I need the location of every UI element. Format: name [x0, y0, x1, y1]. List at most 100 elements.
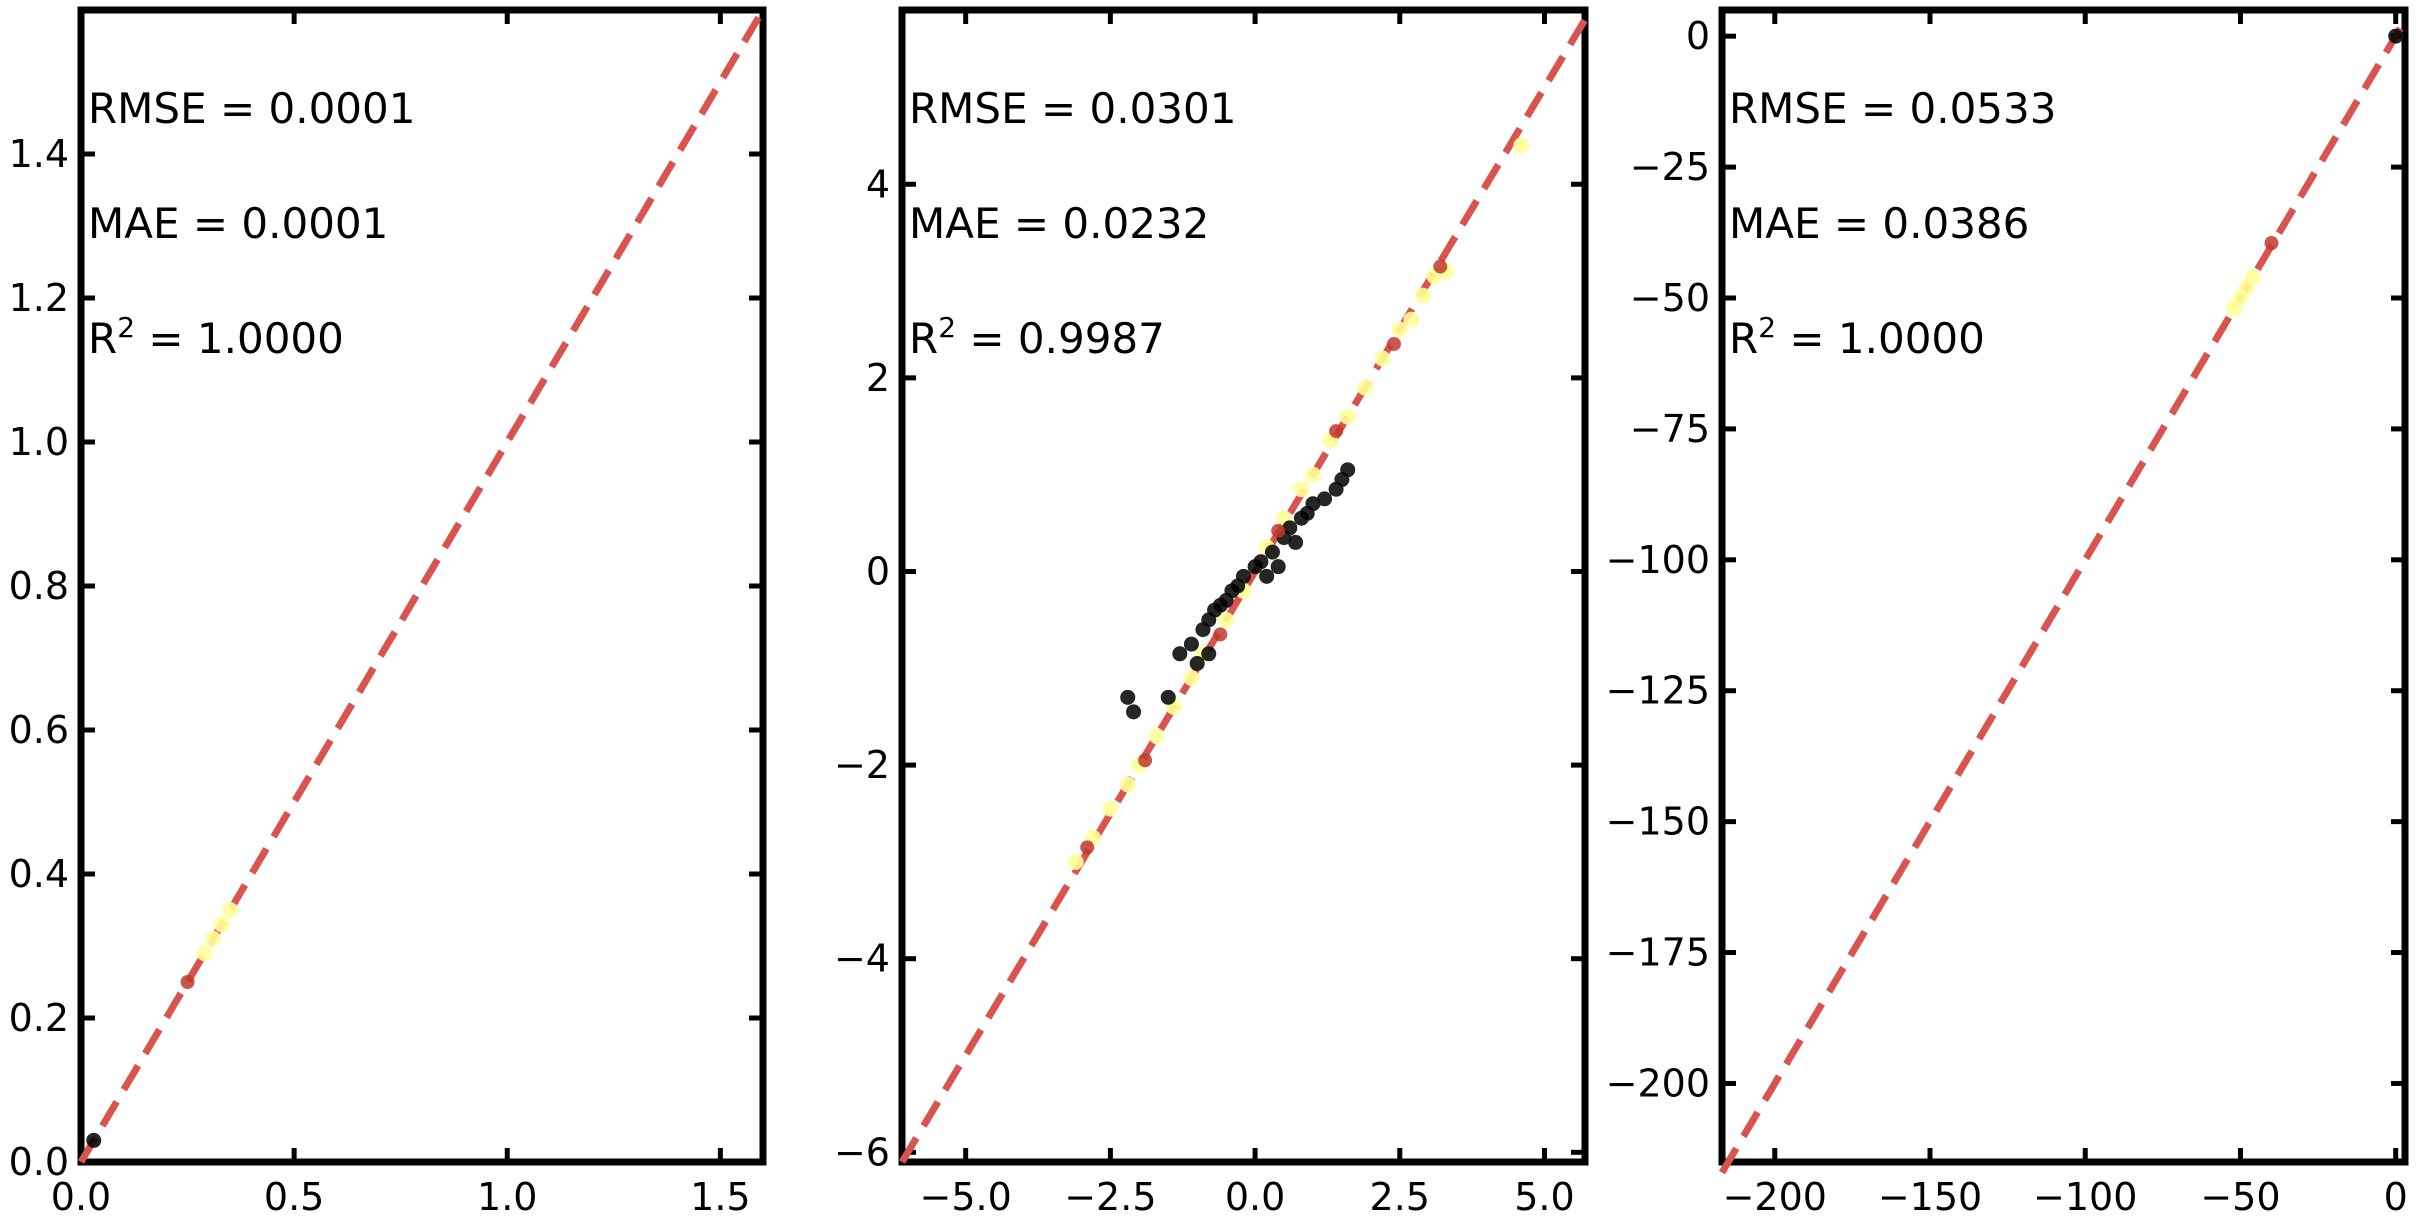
- panel-2-x-tick-label: 2.5: [1370, 1175, 1430, 1219]
- panel-1-y-tick-label: 0.8: [9, 564, 69, 608]
- panel-1-y-tick-label: 1.4: [9, 132, 69, 176]
- panel-2-data-point: [1119, 776, 1136, 793]
- panel-2-data-point: [1148, 728, 1165, 745]
- panel-2-data-point: [1386, 336, 1401, 351]
- panel-3-r2-value: = 1.0000: [1776, 314, 1985, 363]
- panel-2-data-point: [1357, 379, 1374, 396]
- panel-2-data-point: [1340, 462, 1356, 478]
- panel-1-rmse: RMSE = 0.0001: [88, 84, 415, 133]
- panel-3-x-tick-label: −50: [2200, 1175, 2280, 1219]
- panel-2-x-tick-label: 5.0: [1514, 1175, 1574, 1219]
- panel-3-mae: MAE = 0.0386: [1729, 199, 2029, 248]
- panel-3-ticks: −200 −150 −100 −50 0 −200 −175 −150 −125 −100 −75 −…: [1606, 10, 2408, 1219]
- panel-3-data-point: [2264, 236, 2279, 251]
- panel-2-data-point: [1264, 544, 1280, 560]
- panel-2: −5.0 −2.5 0.0 2.5 5.0 −6 −4 −2 0 2 4 RMSE = 0.0301…: [834, 6, 1589, 1219]
- panel-2-data-point: [1172, 646, 1188, 662]
- panel-2-data-point: [1259, 568, 1275, 584]
- panel-1-y-tick-label: 1.2: [9, 276, 69, 320]
- panel-1-r2: R2 = 1.0000: [88, 311, 344, 363]
- panel-1-y-tick-label: 0.6: [9, 708, 69, 752]
- panel-2-data-point: [1160, 689, 1176, 705]
- panel-2-y-tick-label: 0: [866, 549, 890, 593]
- panel-3-y-tick-label: −75: [1630, 407, 1710, 451]
- panel-2-x-tick-label: 0.0: [1225, 1175, 1285, 1219]
- panel-1-r2-sup: 2: [117, 311, 135, 344]
- panel-2-r2-value: = 0.9987: [956, 314, 1165, 363]
- panel-2-mae: MAE = 0.0232: [909, 199, 1209, 248]
- panel-1-y-tick-label: 0.0: [9, 1140, 69, 1184]
- panel-3-y-tick-label: −100: [1606, 538, 1710, 582]
- panel-2-data-point: [1329, 424, 1344, 439]
- panel-2-data-point: [1339, 408, 1356, 425]
- panel-3-identity-line-group: [1718, 18, 2409, 1175]
- panel-3-identity-line: [1718, 18, 2409, 1175]
- panel-1-x-tick-label: 1.5: [690, 1175, 750, 1219]
- panel-2-y-tick-label: 2: [866, 356, 890, 400]
- panel-3-y-tick-label: 0: [1686, 14, 1710, 58]
- panel-2-data-point: [1391, 321, 1408, 338]
- panel-1-identity-line-group: [77, 8, 767, 1164]
- panel-2-y-tick-label: −2: [834, 743, 890, 787]
- panel-3-x-tick-label: 0: [2384, 1175, 2408, 1219]
- panel-3: −200 −150 −100 −50 0 −200 −175 −150 −125 −100 −75 −…: [1606, 6, 2409, 1219]
- panel-2-axes-frame: [898, 6, 1589, 1166]
- panel-2-data-point: [1304, 466, 1321, 483]
- panel-2-data-point: [1236, 568, 1251, 584]
- panel-2-data-point: [1414, 287, 1431, 304]
- panel-2-data-point: [1201, 646, 1217, 662]
- panel-2-data-point: [1138, 753, 1153, 768]
- panel-1: 0.0 0.5 1.0 1.5 0.0 0.2 0.4 0.6 0.8 1.0 1.2 1.4 RMS…: [9, 6, 767, 1219]
- panel-2-data-point: [1120, 689, 1136, 705]
- panel-2-points: [1067, 137, 1530, 870]
- panel-1-x-tick-label: 0.5: [264, 1175, 324, 1219]
- panel-2-y-tick-label: 4: [866, 162, 890, 206]
- panel-3-y-tick-label: −125: [1606, 669, 1710, 713]
- panel-1-y-tick-label: 0.4: [9, 852, 69, 896]
- panel-2-identity-line-group: [898, 17, 1589, 1164]
- panel-2-y-tick-label: −4: [834, 937, 890, 981]
- panel-3-x-tick-label: −150: [1878, 1175, 1982, 1219]
- panel-2-data-point: [1288, 534, 1304, 550]
- panel-3-x-tick-label: −200: [1723, 1175, 1827, 1219]
- panel-2-identity-line: [898, 17, 1589, 1164]
- panel-1-points: [86, 902, 239, 1148]
- panel-2-x-tick-label: −5.0: [920, 1175, 1012, 1219]
- panel-2-data-point: [1513, 137, 1530, 154]
- panel-1-r2-value: = 1.0000: [135, 314, 344, 363]
- panel-1-data-point: [196, 945, 213, 962]
- panel-2-data-point: [1253, 554, 1269, 570]
- panel-3-y-tick-label: −200: [1606, 1061, 1710, 1105]
- panel-3-y-tick-label: −25: [1630, 145, 1710, 189]
- panel-2-data-point: [1080, 840, 1095, 855]
- panel-1-x-tick-label: 0.0: [51, 1175, 111, 1219]
- panel-2-data-point: [1102, 800, 1119, 817]
- panel-1-data-point: [213, 916, 230, 933]
- panel-2-data-point: [1183, 669, 1200, 686]
- panel-3-y-tick-label: −150: [1606, 800, 1710, 844]
- panel-2-data-point: [1189, 655, 1205, 671]
- panel-3-axes-frame: [1718, 6, 2409, 1166]
- panel-3-r2: R2 = 1.0000: [1729, 311, 1985, 363]
- panel-1-data-point: [222, 902, 239, 918]
- panel-2-r2-prefix: R: [909, 314, 938, 363]
- panel-1-data-point: [205, 930, 222, 947]
- panel-3-y-tick-label: −50: [1630, 276, 1710, 320]
- panel-2-data-point: [1374, 350, 1391, 367]
- panel-1-ticks: 0.0 0.5 1.0 1.5 0.0 0.2 0.4 0.6 0.8 1.0 1.2 1.4: [9, 10, 763, 1219]
- panel-2-y-tick-label: −6: [834, 1130, 890, 1174]
- panel-3-y-tick-label: −175: [1606, 931, 1710, 975]
- panel-3-data-point: [2244, 269, 2261, 286]
- panel-2-data-point: [1433, 259, 1448, 274]
- panel-3-data-point: [2388, 28, 2404, 44]
- panel-2-data-point: [1317, 491, 1333, 507]
- panel-1-y-tick-label: 1.0: [9, 420, 69, 464]
- panel-1-identity-line: [77, 8, 767, 1164]
- panel-2-data-point: [1293, 481, 1310, 498]
- panel-1-r2-prefix: R: [88, 314, 117, 363]
- panel-3-rmse: RMSE = 0.0533: [1729, 84, 2056, 133]
- panel-1-y-tick-label: 0.2: [9, 996, 69, 1040]
- panel-1-data-point: [180, 975, 195, 989]
